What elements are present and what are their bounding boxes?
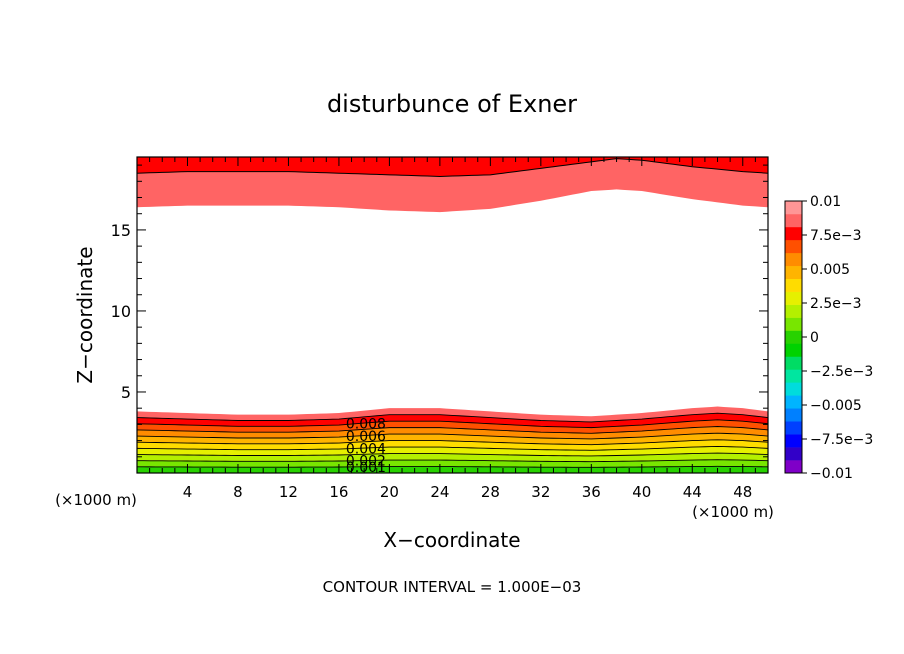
bottom-contour-line xyxy=(137,459,768,463)
colorbar-swatch xyxy=(785,201,802,215)
contour-interval-note: CONTOUR INTERVAL = 1.000E−03 xyxy=(323,578,582,596)
colorbar-tick-label: 0.01 xyxy=(810,194,841,210)
contour-label: 0.004 xyxy=(346,441,386,457)
bottom-contour-line xyxy=(137,412,768,423)
bottom-contour-line xyxy=(137,426,768,434)
colorbar-swatch xyxy=(785,356,802,370)
plot-fill xyxy=(137,157,768,473)
x-tick-label: 16 xyxy=(329,483,348,501)
colorbar-swatch xyxy=(785,330,802,344)
colorbar-tick-label: −7.5e−3 xyxy=(810,432,873,448)
y-axis: 5 10 15 xyxy=(111,164,768,458)
colorbar-swatch xyxy=(785,213,802,228)
x-tick-label: 8 xyxy=(233,483,243,501)
x-axis: 4 8 12 16 20 24 28 32 36 40 44 48 xyxy=(149,157,756,501)
x-unit-label-left: (×1000 m) xyxy=(55,491,137,509)
colorbar-swatch xyxy=(785,382,802,396)
x-unit-label-right: (×1000 m) xyxy=(692,503,774,521)
bottom-contour-line xyxy=(137,432,768,440)
colorbar-swatch xyxy=(785,460,802,474)
x-tick-label: 4 xyxy=(183,483,193,501)
colorbar-tick-label: −0.01 xyxy=(810,466,853,482)
x-tick-label: 28 xyxy=(481,483,500,501)
contour-label: 0.001 xyxy=(346,460,386,476)
colorbar-swatch xyxy=(785,252,802,267)
bottom-band-level xyxy=(137,433,768,445)
colorbar-tick-label: 0.005 xyxy=(810,262,850,278)
colorbar-swatch xyxy=(785,278,802,292)
top-contour-line xyxy=(137,158,768,177)
colorbar-swatch xyxy=(785,304,802,318)
colorbar-swatch xyxy=(785,291,802,305)
y-tick-label: 15 xyxy=(111,221,131,240)
y-tick-label: 10 xyxy=(111,302,131,321)
colorbar-swatch xyxy=(785,447,802,461)
x-tick-label: 36 xyxy=(582,483,601,501)
y-axis-label: Z−coordinate xyxy=(73,246,97,383)
y-tick-label: 5 xyxy=(121,383,131,402)
bottom-contour-line xyxy=(137,439,768,446)
colorbar-swatch xyxy=(785,421,802,435)
colorbar-swatch xyxy=(785,369,802,383)
colorbar-swatch xyxy=(785,434,802,448)
x-tick-label: 48 xyxy=(733,483,752,501)
colorbar-swatch xyxy=(785,265,802,280)
x-tick-label: 12 xyxy=(279,483,298,501)
bottom-band-level xyxy=(137,406,768,422)
colorbar-swatch xyxy=(785,317,802,331)
colorbar-tick-label: −2.5e−3 xyxy=(810,364,873,380)
x-tick-label: 40 xyxy=(632,483,651,501)
colorbar-tick-label: 2.5e−3 xyxy=(810,296,862,312)
colorbar-swatch xyxy=(785,343,802,357)
bottom-contour-line xyxy=(137,452,768,457)
x-tick-label: 32 xyxy=(531,483,550,501)
colorbar-swatch xyxy=(785,239,802,254)
x-tick-label: 24 xyxy=(430,483,449,501)
x-tick-label: 44 xyxy=(683,483,702,501)
colorbar-swatch xyxy=(785,226,802,241)
bottom-contour-line xyxy=(137,419,768,429)
contour-lines xyxy=(137,158,768,468)
contour-label: 0.008 xyxy=(346,417,386,433)
colorbar-swatch xyxy=(785,408,802,422)
colorbar: 0.01 7.5e−3 0.005 2.5e−3 0 −2.5e−3 −0.005 −7.5e… xyxy=(784,194,873,482)
contour-label: 0.006 xyxy=(346,429,386,445)
colorbar-tick-label: 0 xyxy=(810,330,819,346)
bottom-contour-line xyxy=(137,445,768,451)
bottom-band-level xyxy=(137,446,768,456)
bottom-contour-line xyxy=(137,465,768,468)
colorbar-tick-label: −0.005 xyxy=(810,398,862,414)
bottom-band-level xyxy=(137,439,768,451)
chart-title: disturbunce of Exner xyxy=(327,90,577,118)
bottom-band-level xyxy=(137,453,768,462)
x-axis-label: X−coordinate xyxy=(383,528,520,552)
bottom-band-level xyxy=(137,426,768,439)
colorbar-tick-label: 7.5e−3 xyxy=(810,228,862,244)
contour-label: 0.002 xyxy=(346,454,386,470)
x-tick-label: 20 xyxy=(380,483,399,501)
colorbar-swatch xyxy=(785,395,802,409)
bottom-band-level xyxy=(137,419,768,434)
bottom-band-level xyxy=(137,413,768,428)
